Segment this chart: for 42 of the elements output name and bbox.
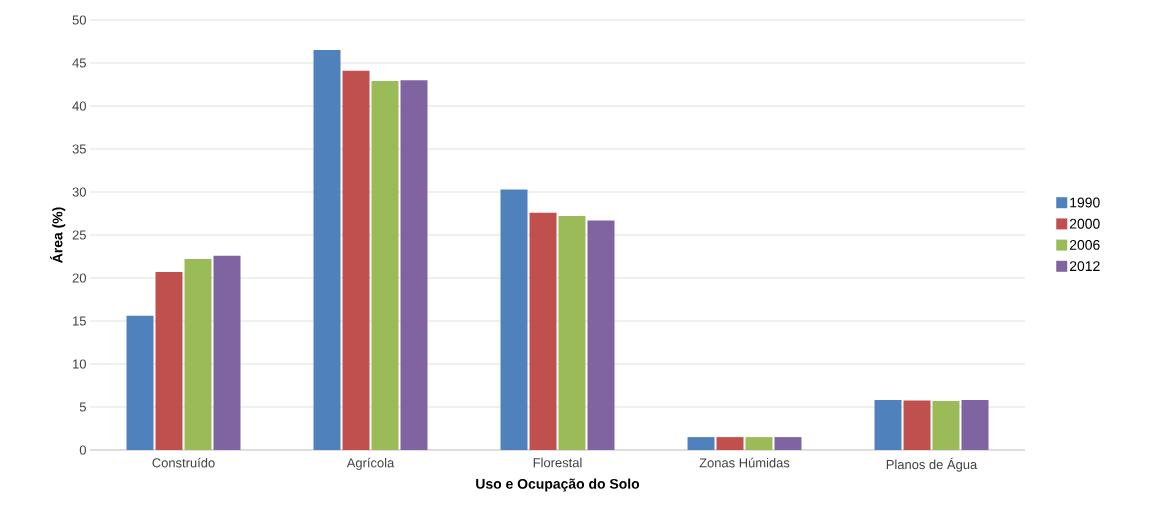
bar bbox=[155, 271, 183, 450]
bar bbox=[932, 400, 960, 450]
bar bbox=[716, 437, 744, 450]
legend-label: 2012 bbox=[1069, 261, 1100, 272]
bar bbox=[313, 50, 341, 450]
bar bbox=[371, 81, 399, 450]
y-axis-title: Área (%) bbox=[49, 207, 66, 263]
y-tick-label: 25 bbox=[72, 230, 86, 240]
bar bbox=[213, 255, 241, 450]
legend-label: 1990 bbox=[1070, 197, 1100, 208]
x-tick-label: Florestal bbox=[533, 457, 582, 468]
y-tick-label: 20 bbox=[72, 273, 86, 283]
bar bbox=[558, 216, 586, 450]
bar bbox=[687, 437, 715, 450]
y-tick-label: 5 bbox=[79, 402, 86, 412]
bar bbox=[961, 400, 989, 450]
bar bbox=[400, 80, 428, 450]
legend-label: 2006 bbox=[1069, 239, 1100, 250]
y-tick-label: 15 bbox=[73, 316, 86, 326]
bar bbox=[903, 400, 931, 450]
y-tick-label: 50 bbox=[72, 15, 86, 25]
x-tick-label: Construído bbox=[152, 457, 215, 468]
y-tick-label: 45 bbox=[72, 58, 86, 68]
x-tick-label: Agrícola bbox=[346, 457, 395, 470]
bar bbox=[529, 212, 557, 450]
x-tick-label: Planos de Água bbox=[886, 457, 978, 472]
bar bbox=[342, 70, 370, 450]
bar bbox=[874, 400, 902, 450]
bar bbox=[184, 259, 212, 450]
x-axis-title: Uso e Ocupação do Solo bbox=[476, 478, 640, 492]
y-tick-label: 10 bbox=[73, 359, 86, 369]
bar bbox=[774, 437, 802, 450]
y-tick-label: 0 bbox=[79, 445, 86, 455]
bar bbox=[500, 189, 528, 450]
bar bbox=[587, 220, 615, 450]
bar bbox=[745, 437, 773, 450]
y-tick-label: 40 bbox=[72, 101, 86, 111]
legend-label: 2000 bbox=[1069, 218, 1100, 229]
y-tick-label: 35 bbox=[72, 144, 86, 154]
bar bbox=[126, 315, 154, 450]
y-tick-label: 30 bbox=[72, 187, 86, 197]
x-tick-label: Zonas Húmidas bbox=[699, 457, 790, 468]
